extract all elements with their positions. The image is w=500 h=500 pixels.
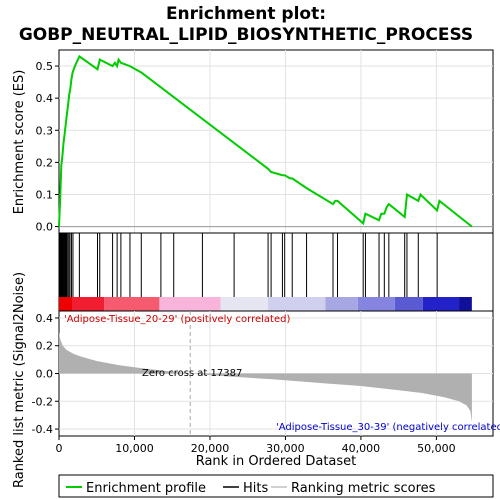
x-tick-label: 10,000 (115, 442, 154, 455)
es-y-tick-label: 0.1 (36, 188, 54, 201)
es-y-tick-label: 0.2 (36, 156, 54, 169)
legend-label: Enrichment profile (86, 481, 206, 496)
es-y-tick-label: 0.0 (36, 221, 54, 234)
chart-title-line1: Enrichment plot: (166, 4, 326, 24)
legend: Enrichment profile Hits Ranking metric sco… (66, 481, 436, 496)
chart-title-line2: GOBP_NEUTRAL_LIPID_BIOSYNTHETIC_PROCESS (19, 25, 473, 45)
metric-panel-y-ticks: 0.4 0.2 0.0 -0.2 -0.4 (32, 312, 59, 436)
metric-y-tick-label: 0.2 (36, 340, 54, 353)
metric-y-tick-label: -0.2 (32, 395, 53, 408)
color-bar-segment (394, 297, 423, 311)
color-bar-segment (357, 297, 395, 311)
x-axis-ticks: 0 10,000 20,000 30,000 40,000 50,000 (56, 436, 456, 455)
color-bar-segment (459, 297, 472, 311)
x-tick-label: 50,000 (417, 442, 456, 455)
legend-label: Ranking metric scores (291, 481, 436, 496)
x-axis-label: Rank in Ordered Dataset (196, 454, 357, 469)
color-bar-segment (72, 297, 105, 311)
zero-cross-label: Zero cross at 17387 (142, 368, 242, 379)
negative-correlation-label: 'Adipose-Tissue_30-39' (negatively corre… (276, 422, 500, 433)
x-tick-label: 30,000 (266, 442, 305, 455)
legend-box (58, 474, 494, 498)
positive-correlation-label: 'Adipose-Tissue_20-29' (positively corre… (64, 314, 290, 325)
color-bar-segment (422, 297, 460, 311)
legend-label: Hits (243, 481, 268, 496)
es-panel-y-ticks: 0.0 0.1 0.2 0.3 0.4 0.5 (36, 60, 59, 234)
color-bar-segment (159, 297, 221, 311)
es-y-tick-label: 0.5 (36, 60, 54, 73)
metric-y-tick-label: -0.4 (32, 423, 53, 436)
rank-color-bar (59, 297, 472, 311)
color-bar-segment (268, 297, 326, 311)
color-bar-segment (104, 297, 160, 311)
hit-markers (59, 233, 438, 297)
color-bar-segment (59, 297, 73, 311)
x-tick-label: 0 (56, 442, 63, 455)
x-tick-label: 20,000 (191, 442, 230, 455)
metric-y-tick-label: 0.4 (36, 312, 54, 325)
es-panel-frame (58, 49, 494, 234)
es-y-axis-label: Enrichment score (ES) (12, 70, 27, 215)
color-bar-segment (220, 297, 269, 311)
color-bar-segment (325, 297, 358, 311)
metric-y-axis-label: Ranked list metric (Signal2Noise) (12, 272, 27, 488)
metric-y-tick-label: 0.0 (36, 368, 54, 381)
x-tick-label: 40,000 (342, 442, 381, 455)
es-y-tick-label: 0.4 (36, 92, 54, 105)
ranking-metric-area (59, 331, 472, 423)
enrichment-profile-line (58, 54, 473, 228)
es-y-tick-label: 0.3 (36, 124, 54, 137)
